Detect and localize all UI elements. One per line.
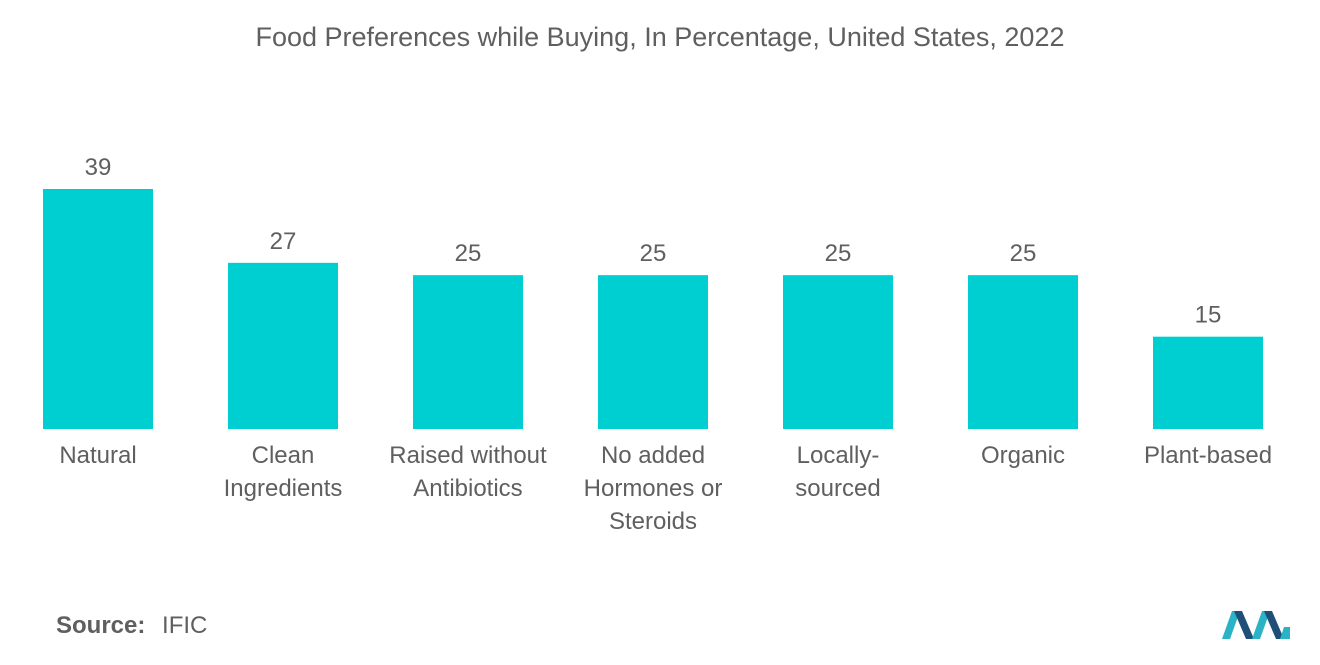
data-label: 25 — [455, 240, 482, 267]
data-label: 25 — [1010, 240, 1037, 267]
source-value: IFIC — [162, 612, 208, 639]
bar-chart: 39 Natural 27 Clean Ingredients 25 Raised with… — [43, 154, 1272, 535]
category-label: Organic — [981, 442, 1065, 469]
chart-title: Food Preferences while Buying, In Percen… — [255, 22, 1065, 52]
source-note: Source: IFIC — [56, 612, 207, 640]
bar — [968, 275, 1078, 429]
category-label: Raised without Antibiotics — [389, 442, 547, 502]
data-label: 15 — [1195, 302, 1222, 329]
source-label: Source: — [56, 612, 146, 639]
bar — [413, 275, 523, 429]
data-label: 25 — [825, 240, 852, 267]
bar — [598, 275, 708, 429]
bar — [228, 262, 338, 429]
data-label: 25 — [640, 240, 667, 267]
bar — [1153, 336, 1263, 429]
category-label: Natural — [59, 442, 136, 469]
data-label: 27 — [270, 228, 297, 255]
category-label: Locally-sourced — [795, 442, 880, 502]
brand-logo-icon — [1222, 611, 1290, 639]
category-label: No added Hormones or Steroids — [584, 442, 723, 535]
category-label: Plant-based — [1144, 442, 1272, 469]
bar — [43, 189, 153, 429]
data-label: 39 — [85, 154, 112, 181]
bar — [783, 275, 893, 429]
category-label: Clean Ingredients — [224, 442, 343, 502]
